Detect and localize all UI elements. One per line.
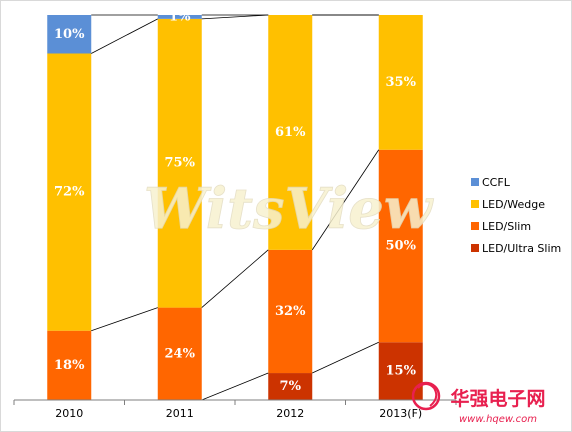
data-label-led-slim-2011: 24% — [165, 346, 196, 361]
site-logo: 华强电子网 www.hqew.com — [411, 381, 546, 425]
bars-layer — [47, 15, 423, 400]
bar-led-slim-2010 — [47, 330, 92, 400]
bar-ccfl-2011 — [157, 15, 202, 19]
watermark: WitsView — [144, 176, 435, 243]
logo-mark-icon — [411, 381, 441, 411]
x-tick-label-2012: 2012 — [276, 407, 304, 420]
bar-led-slim-2011 — [157, 307, 202, 400]
legend-label-led-ultra-slim: LED/Ultra Slim — [482, 242, 561, 255]
data-label-led-wedge-2010: 72% — [54, 185, 85, 200]
bar-led-wedge-2011 — [157, 18, 202, 308]
bar-led-wedge-2012 — [268, 15, 313, 250]
bar-led-wedge-2010 — [47, 53, 92, 331]
series-line-2-2011 — [201, 249, 269, 308]
legend-label-ccfl: CCFL — [482, 176, 511, 189]
legend-swatch-led-slim — [471, 222, 479, 230]
series-lines-layer — [91, 14, 380, 401]
legend-swatch-ccfl — [471, 178, 479, 186]
bar-labels-layer: 18% 72% 10% 24% 75% 1% 7% 32% 61% 15% 50% 35% — [54, 9, 417, 394]
data-label-led-wedge-2013-f: 35% — [386, 75, 417, 90]
legend-swatch-led-wedge — [471, 200, 479, 208]
x-axis-ticks: 2010 2011 2012 2013(F) — [13, 400, 457, 420]
bar-led-wedge-2013-f — [378, 15, 423, 150]
legend: CCFL LED/Wedge LED/Slim LED/Ultra Slim — [471, 176, 561, 255]
x-tick-label-2011: 2011 — [166, 407, 194, 420]
series-line-1-2012 — [312, 341, 379, 374]
data-label-led-wedge-2011: 75% — [165, 156, 196, 171]
series-line-2-2010 — [91, 307, 158, 332]
data-label-led-slim-2010: 18% — [54, 358, 85, 373]
bar-led-ultra-slim-2012 — [268, 373, 313, 400]
legend-label-led-slim: LED/Slim — [482, 220, 531, 233]
data-label-led-slim-2013-f: 50% — [386, 239, 417, 254]
data-label-led-slim-2012: 32% — [275, 304, 306, 319]
data-label-ccfl-2010: 10% — [54, 27, 85, 42]
x-tick-label-2010: 2010 — [55, 407, 83, 420]
series-line-2-2012 — [311, 149, 380, 251]
series-line-3-2011 — [201, 14, 269, 20]
legend-swatch-led-ultra-slim — [471, 244, 479, 252]
data-label-led-wedge-2012: 61% — [275, 125, 306, 140]
bar-ccfl-2010 — [47, 15, 92, 54]
bar-led-slim-2012 — [268, 249, 313, 374]
series-line-1-2011 — [201, 372, 269, 401]
data-label-ccfl-2011: 1% — [169, 9, 191, 24]
logo-url: www.hqew.com — [459, 414, 537, 425]
watermark-text: WitsView — [144, 176, 434, 242]
series-line-3-2010 — [91, 18, 158, 54]
data-label-led-ultra-slim-2012: 7% — [280, 379, 302, 394]
legend-label-led-wedge: LED/Wedge — [482, 198, 545, 211]
logo-text: 华强电子网 — [450, 387, 545, 410]
data-label-led-ultra-slim-2013-f: 15% — [386, 364, 417, 379]
x-tick-label-2013-f: 2013(F) — [379, 407, 422, 420]
bar-led-slim-2013-f — [378, 149, 423, 343]
